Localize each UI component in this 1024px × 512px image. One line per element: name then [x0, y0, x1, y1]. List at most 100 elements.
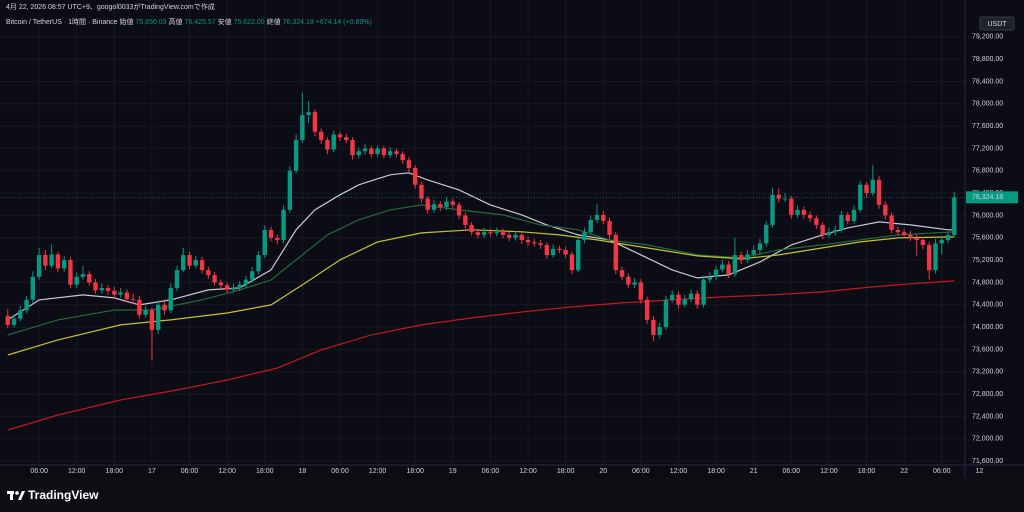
candle-body [839, 214, 844, 230]
chart-title: Bitcoin / TetherUS · 1時間 · Binance [6, 18, 118, 26]
candle-body [619, 270, 625, 277]
y-tick-label: 78,800.00 [972, 56, 1003, 63]
candle-body [419, 184, 424, 199]
ohlc-value: 75,622.00 [234, 19, 265, 26]
candle-body [68, 260, 73, 285]
candle-body [331, 134, 336, 150]
candle-body [538, 243, 543, 246]
candle-body [312, 112, 318, 132]
candle-body [532, 242, 537, 244]
candle-body [5, 315, 10, 325]
candle-body [262, 229, 267, 256]
candle-body [682, 299, 687, 305]
y-tick-label: 72,000.00 [972, 436, 1003, 443]
candle-body [770, 194, 775, 225]
candle-body [801, 209, 807, 215]
candle-body [569, 254, 575, 271]
candle-body [187, 255, 192, 266]
currency[interactable]: USDT [987, 21, 1007, 28]
x-tick-label: 21 [750, 468, 758, 475]
axes: 71,600.00 72,000.00 72,400.00 72,800.00 73,2… [30, 34, 1018, 475]
ohlc-label: 終値 [267, 17, 281, 26]
y-tick-label: 78,000.00 [972, 101, 1003, 108]
y-tick-label: 76,800.00 [972, 168, 1003, 175]
x-tick-label: 18:00 [557, 468, 575, 475]
x-tick-label: 18:00 [256, 468, 274, 475]
candle-body [99, 288, 104, 291]
candle-body [745, 254, 750, 261]
x-tick-label: 12:00 [820, 468, 838, 475]
candle-body [858, 184, 863, 210]
candle-body [369, 148, 374, 155]
change: +674.14 (+0.89%) [316, 19, 372, 26]
x-tick-label: 20 [599, 468, 607, 475]
candle-body [425, 198, 430, 210]
footer [0, 478, 1024, 512]
x-tick-label: 06:00 [331, 468, 349, 475]
y-tick-label: 74,400.00 [972, 302, 1003, 309]
candle-body [181, 255, 186, 271]
ohlc-value: 76,324.18 [283, 19, 314, 26]
x-tick-label: 12:00 [369, 468, 387, 475]
candle-body [688, 293, 694, 300]
y-tick-label: 79,200.00 [972, 34, 1003, 41]
candle-body [105, 288, 111, 291]
candle-body [444, 201, 449, 208]
candle-body [49, 254, 54, 266]
candle-body [557, 248, 562, 251]
legend-line: Bitcoin / TetherUS · 1時間 · Binance 始値 75… [6, 17, 372, 26]
candle-body [607, 221, 612, 235]
candle-body [851, 209, 857, 222]
y-tick-label: 77,200.00 [972, 145, 1003, 152]
x-tick-label: 12:00 [670, 468, 688, 475]
brand: TradingView [28, 488, 99, 502]
logo-part [15, 491, 19, 495]
candle-body [394, 151, 399, 155]
candle-body [350, 140, 355, 156]
ohlc-label: 始値 [119, 17, 133, 26]
candle-body [168, 288, 173, 311]
candle-body [876, 179, 882, 205]
candle-body [43, 255, 48, 266]
candle-body [914, 237, 919, 240]
candle-body [293, 140, 299, 171]
x-tick-label: 06:00 [632, 468, 650, 475]
candle-body [137, 299, 142, 315]
candle-body [782, 198, 788, 200]
candle-body [525, 240, 531, 243]
candle-body [149, 310, 155, 330]
candle-body [494, 232, 499, 234]
candle-body [732, 255, 738, 275]
x-tick-label: 12 [975, 468, 983, 475]
candle-body [162, 304, 167, 311]
candle-body [582, 232, 587, 240]
candle-body [456, 204, 462, 216]
grid [0, 0, 965, 465]
x-tick-label: 12:00 [218, 468, 236, 475]
candle-body [300, 114, 305, 141]
candle-body [287, 170, 293, 210]
candle-body [845, 214, 850, 222]
candle-body [199, 260, 205, 271]
candle-body [24, 299, 29, 311]
candle-body [344, 137, 349, 141]
candle-body [381, 148, 387, 156]
currency-box[interactable] [979, 16, 1015, 31]
candle-body [626, 276, 631, 285]
y-tick-label: 72,800.00 [972, 391, 1003, 398]
candle-body [30, 276, 36, 300]
candle-body [231, 288, 236, 290]
candle-body [124, 292, 130, 300]
candle-body [438, 204, 443, 208]
candle-body [776, 194, 781, 199]
candle-body [738, 255, 744, 261]
candle-body [174, 270, 180, 289]
y-tick-label: 78,400.00 [972, 78, 1003, 85]
candle-body [155, 304, 161, 330]
candle-body [413, 167, 418, 185]
candle-body [701, 279, 706, 305]
x-tick-label: 06:00 [181, 468, 199, 475]
candle-body [764, 224, 769, 244]
candle-body [726, 264, 731, 275]
candle-body [500, 232, 506, 235]
